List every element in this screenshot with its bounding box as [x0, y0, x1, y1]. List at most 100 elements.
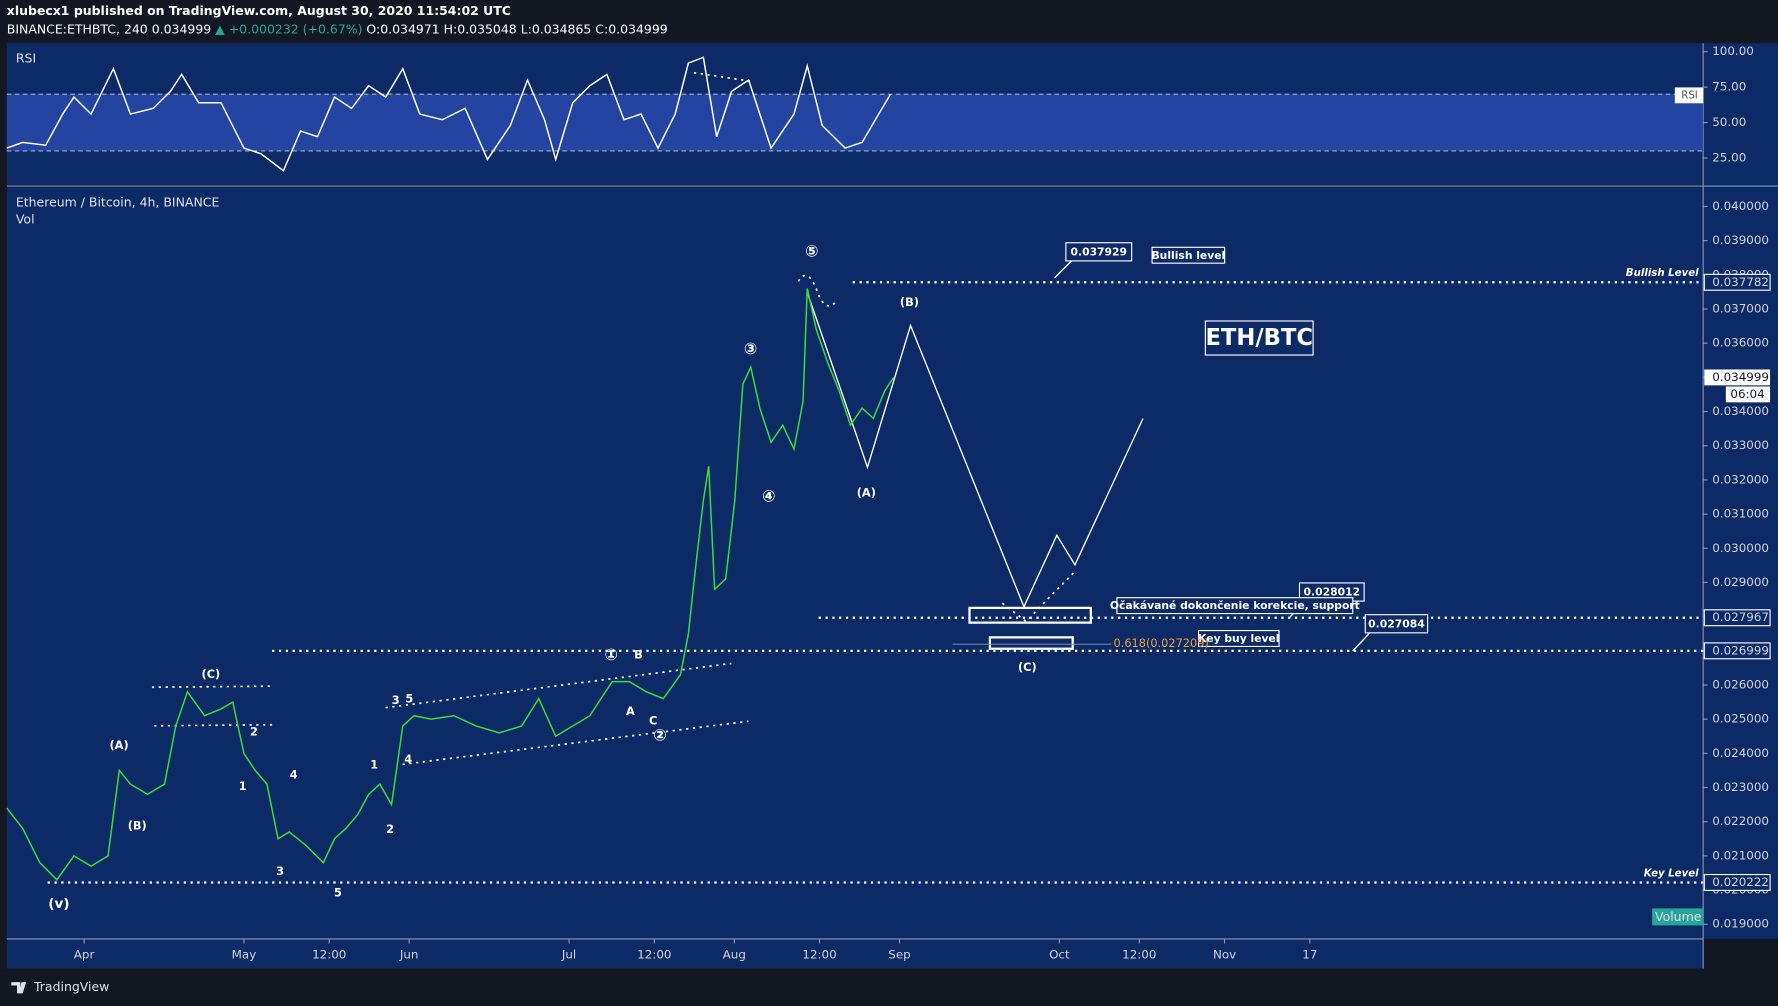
y-tick-label: 50.00: [1712, 115, 1746, 129]
wave-label: (C): [202, 667, 221, 681]
wave-label: 4: [290, 768, 298, 782]
rsi-tag: RSI: [1681, 90, 1698, 101]
level-tag-box: [1703, 273, 1771, 291]
fib-label: 0.618(0.027209): [1114, 636, 1209, 650]
wave-label: 1: [370, 758, 378, 772]
callout: 0.037929: [1071, 245, 1128, 258]
y-tick-label: 0.040000: [1712, 199, 1769, 213]
y-tick-label: 0.022000: [1712, 814, 1769, 828]
y-tick-label: 0.033000: [1712, 438, 1769, 452]
x-tick-label: 17: [1302, 947, 1317, 961]
y-tick-label: 0.023000: [1712, 780, 1769, 794]
callout-box: [1204, 320, 1314, 356]
level-tag: 0.027967: [1712, 610, 1769, 624]
y-tick-label: 0.025000: [1712, 712, 1769, 726]
x-tick-label: 12:00: [1122, 947, 1156, 961]
level-tag-box: [1703, 642, 1771, 660]
brand: TradingView: [33, 979, 109, 994]
wave-label: (v): [48, 896, 69, 912]
symbol-info: BINANCE:ETHBTC, 240 0.034999 ▲ +0.000232…: [7, 21, 668, 36]
callout: Bullish level: [1151, 249, 1225, 262]
wave-label: (B): [128, 819, 147, 833]
wave-label: ⑤: [805, 241, 818, 260]
y-tick-label: 0.019000: [1712, 917, 1769, 931]
wave-label: (C): [1018, 660, 1037, 674]
level-tag: 0.026999: [1712, 643, 1769, 657]
y-tick-label: 25.00: [1712, 151, 1746, 165]
x-tick-label: 12:00: [637, 947, 671, 961]
x-tick-label: Jul: [561, 947, 576, 961]
series-line: [6, 56, 892, 172]
x-tick-label: 12:00: [312, 947, 346, 961]
price-pane: [6, 187, 1704, 939]
y-tick-label: 0.036000: [1712, 336, 1769, 350]
callout-box: [1364, 614, 1429, 634]
wave-label: A: [626, 704, 635, 718]
last-price: 0.034999: [1712, 370, 1769, 384]
callout-box: [1065, 242, 1133, 262]
countdown-box: [1725, 386, 1771, 403]
logo: [11, 982, 27, 994]
level-title: Bullish Level: [1626, 268, 1699, 279]
y-tick-label: 0.029000: [1712, 575, 1769, 589]
wave-label: 5: [405, 692, 413, 706]
wave-label: ③: [744, 339, 757, 358]
price-title: Ethereum / Bitcoin, 4h, BINANCE: [16, 195, 220, 210]
last: 0.034999: [152, 21, 212, 36]
wave-label: C: [649, 713, 657, 727]
last-price-box: [1704, 369, 1771, 386]
x-tick-label: Nov: [1213, 947, 1236, 961]
wave-label: ②: [653, 726, 666, 745]
callout: 0.028012: [1304, 586, 1361, 599]
time-axis: [6, 938, 1704, 969]
y-tick-label: 0.032000: [1712, 472, 1769, 486]
footer: [0, 970, 1778, 1006]
y-tick-label: 0.024000: [1712, 746, 1769, 760]
wave-label: B: [634, 648, 643, 662]
y-tick-label: 0.034000: [1712, 404, 1769, 418]
level-title: Key Level: [1644, 868, 1699, 879]
rsi-tag-box: [1674, 87, 1704, 104]
wave-label: 5: [334, 886, 342, 900]
level-tag-box: [1703, 609, 1771, 627]
x-tick-label: Aug: [723, 947, 746, 961]
y-tick-label: 0.026000: [1712, 677, 1769, 691]
callout-box: [1151, 246, 1226, 264]
wave-label: ①: [604, 645, 617, 664]
wave-label: (A): [109, 738, 128, 752]
publisher: xlubecx1 published on TradingView.com, A…: [7, 3, 511, 18]
vol-title: Vol: [16, 212, 35, 227]
callout: Očakávané dokončenie korekcie, support: [1110, 599, 1360, 612]
callout: ETH/BTC: [1205, 325, 1313, 351]
callout-box: [1197, 629, 1280, 648]
series-line: [6, 288, 895, 881]
y-tick-label: 100.00: [1712, 44, 1754, 58]
x-tick-label: 12:00: [802, 947, 836, 961]
y-tick-label: 0.031000: [1712, 507, 1769, 521]
level-tag: 0.037782: [1712, 275, 1769, 289]
ohlc: O:0.034971 H:0.035048 L:0.034865 C:0.034…: [366, 21, 667, 36]
x-tick-label: Apr: [74, 947, 95, 961]
level-tag-box: [1703, 873, 1771, 891]
wave-label: 4: [404, 752, 412, 766]
x-tick-label: Jun: [399, 947, 419, 961]
y-tick-label: 0.037000: [1712, 302, 1769, 316]
x-tick-label: Oct: [1049, 947, 1070, 961]
wave-label: 1: [239, 779, 247, 793]
y-tick-label: 0.030000: [1712, 541, 1769, 555]
symbol: BINANCE:ETHBTC, 240: [7, 21, 148, 36]
rsi-title: RSI: [16, 51, 36, 66]
x-tick-label: May: [232, 947, 257, 961]
level-tag: 0.020222: [1712, 875, 1769, 889]
x-tick-label: Sep: [888, 947, 910, 961]
volume-tag: [1652, 908, 1704, 926]
callout-box: [1116, 597, 1354, 615]
callout: 0.027084: [1368, 617, 1425, 630]
volume-label: Volume: [1655, 909, 1701, 924]
projection: [806, 260, 1371, 652]
wave-label: ④: [762, 486, 775, 505]
wave-label: (B): [900, 295, 919, 309]
countdown: 06:04: [1730, 387, 1764, 401]
callout: Key buy level: [1198, 632, 1279, 645]
